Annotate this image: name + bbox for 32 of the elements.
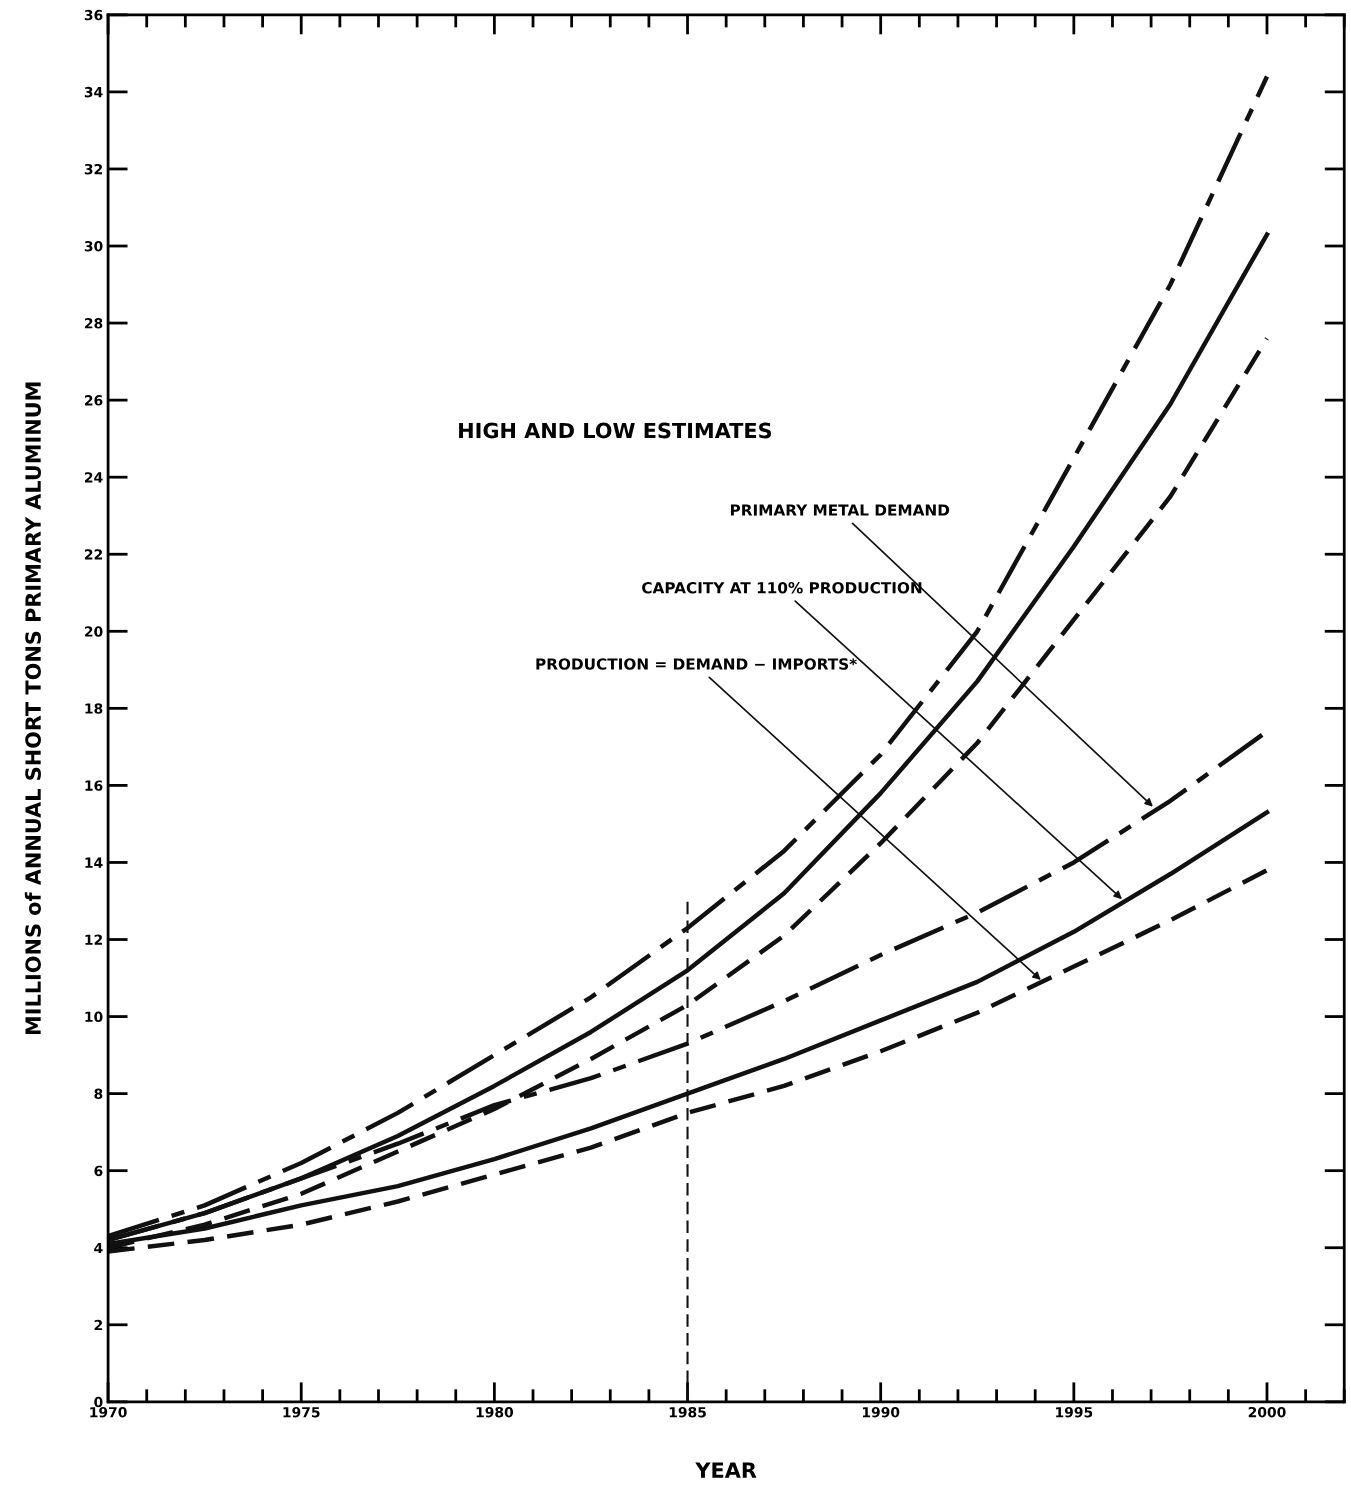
text: HIGH AND LOW ESTIMATES xyxy=(459,422,772,439)
y-tick-label: 18 xyxy=(85,703,103,714)
x-tick-label: 2000 xyxy=(1248,1406,1286,1418)
y-tick-label: 30 xyxy=(84,240,103,252)
y-tick-label: 8 xyxy=(94,1088,103,1100)
y-tick-label: 0 xyxy=(94,1396,103,1408)
x-tick-label: 1975 xyxy=(283,1406,320,1418)
x-axis-title: YEAR xyxy=(695,1462,757,1478)
x-tick-label: 1990 xyxy=(862,1406,900,1418)
annotation: PRODUCTION = DEMAND − IMPORTS* xyxy=(536,658,857,670)
y-tick-label: 14 xyxy=(85,857,103,868)
annotation: CAPACITY AT 110% PRODUCTION xyxy=(642,581,922,594)
y-tick-label: 16 xyxy=(85,780,103,791)
x-tick-label: 1970 xyxy=(90,1406,127,1418)
y-tick-label: 24 xyxy=(84,472,103,483)
y-tick-label: 32 xyxy=(84,163,103,175)
y-tick-label: 36 xyxy=(84,9,103,21)
y-tick-label: 22 xyxy=(84,549,103,560)
y-tick-label: 4 xyxy=(94,1242,103,1254)
x-tick-label: 1995 xyxy=(1056,1406,1093,1418)
y-tick-label: 20 xyxy=(84,626,103,637)
y-tick-label: 10 xyxy=(85,1011,103,1023)
y-tick-label: 28 xyxy=(84,318,103,329)
x-tick-label: 1985 xyxy=(669,1406,706,1418)
y-tick-label: 6 xyxy=(94,1165,103,1177)
annotation: PRIMARY METAL DEMAND xyxy=(730,504,950,516)
y-tick-label: 26 xyxy=(84,395,103,406)
y-tick-label: 2 xyxy=(94,1319,103,1331)
y-axis-title: MILLIONS of ANNUAL SHORT TONS PRIMARY ALUMINUM xyxy=(24,382,41,1035)
x-tick-label: 1980 xyxy=(476,1406,514,1418)
y-tick-label: 12 xyxy=(85,934,103,945)
y-tick-label: 34 xyxy=(84,86,103,98)
